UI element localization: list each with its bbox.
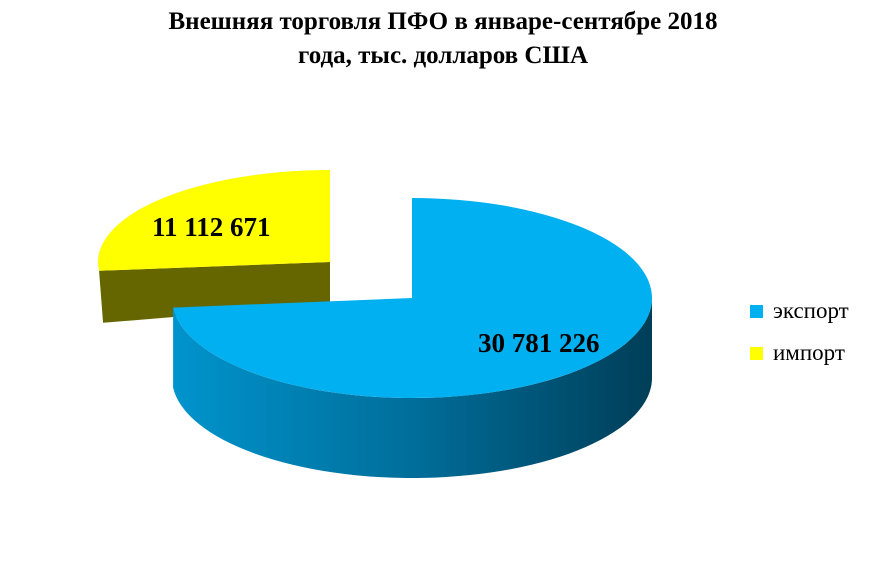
legend-label-export: экспорт — [773, 298, 849, 323]
chart-title: Внешняя торговля ПФО в январе-сентябре 2… — [0, 5, 886, 73]
pie-slice-import — [98, 170, 330, 271]
pie-slice-export — [173, 198, 653, 398]
title-line-1: Внешняя торговля ПФО в январе-сентябре 2… — [168, 8, 718, 35]
legend-item-import: импорт — [750, 340, 845, 366]
title-line-2: года, тыс. долларов США — [297, 42, 588, 69]
data-label-import: 11 112 671 — [152, 212, 271, 242]
data-label-export: 30 781 226 — [478, 328, 600, 358]
legend-swatch-import — [750, 346, 763, 360]
legend-item-export: экспорт — [750, 298, 849, 324]
legend-swatch-export — [750, 304, 763, 318]
legend-label-import: импорт — [773, 340, 845, 365]
pie-slice-export-rim — [173, 298, 652, 478]
